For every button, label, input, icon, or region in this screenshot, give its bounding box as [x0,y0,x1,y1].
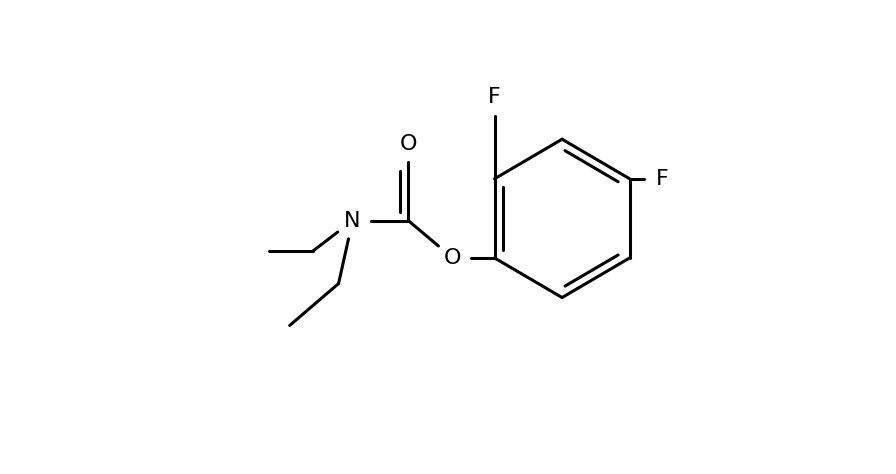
Text: O: O [400,134,418,154]
Text: N: N [344,211,361,231]
Text: O: O [444,248,461,268]
Text: F: F [488,87,501,107]
Text: F: F [656,169,668,189]
